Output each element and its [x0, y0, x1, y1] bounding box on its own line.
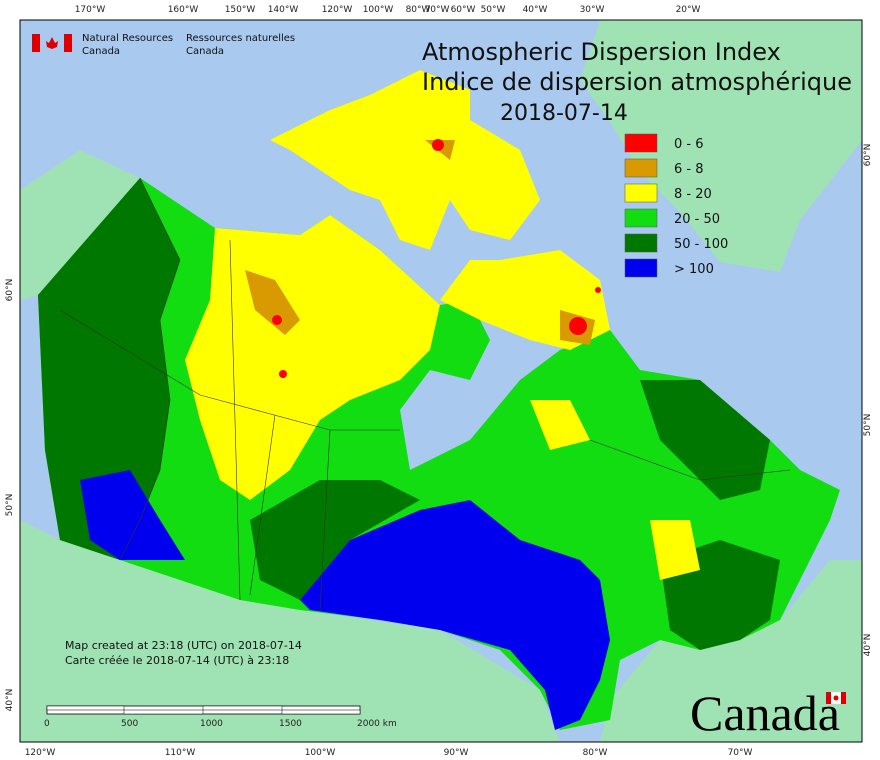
legend-swatch	[624, 208, 658, 228]
lon-label: 60°W	[451, 5, 476, 15]
zone-over-100	[80, 470, 610, 730]
graticule-labels: 170°W 160°W 150°W 140°W 120°W 100°W 80°W70°W 60…	[5, 5, 873, 758]
alaska	[20, 150, 140, 300]
legend-swatch	[624, 183, 658, 203]
lon-label: 80°W	[406, 5, 431, 15]
legend-label: 0 - 6	[674, 137, 704, 152]
lon-label: 50°W	[481, 5, 506, 15]
maple-leaf	[46, 37, 58, 49]
lat-label: 50°N	[863, 414, 873, 437]
lon-label: 110°W	[165, 748, 196, 758]
lon-label: 70°W	[728, 748, 753, 758]
legend-swatch	[624, 133, 658, 153]
credit-fr: Carte créée le 2018-07-14 (UTC) à 23:18	[65, 654, 289, 667]
border	[229, 239, 791, 611]
map	[19, 19, 863, 743]
lon-label: 100°W	[305, 748, 336, 758]
greenland	[580, 20, 862, 272]
map-frame	[19, 19, 863, 743]
boundaries	[59, 177, 791, 611]
lon-label: 140°W	[268, 5, 299, 15]
credit-en: Map created at 23:18 (UTC) on 2018-07-14	[65, 639, 302, 652]
agency-fr: Ressources naturelles	[186, 33, 295, 44]
lat-label: 50°N	[5, 494, 15, 517]
agency-fr: Canada	[186, 46, 224, 57]
flag-bar	[826, 692, 831, 704]
legend: 0 - 6 6 - 8 8 - 20 20 - 50 50 - 100 > 100	[624, 133, 728, 278]
agency-en: Canada	[82, 46, 120, 57]
lon-label: 70°W	[425, 5, 450, 15]
legend-swatch	[624, 158, 658, 178]
scale-label: 1000	[200, 719, 223, 729]
scale-bar: 0 500 1000 1500 2000 km	[44, 705, 397, 729]
lat-label: 60°N	[5, 279, 15, 302]
hotspot	[432, 139, 444, 151]
lat-label: 40°N	[5, 689, 15, 712]
title-fr: Indice de dispersion atmosphérique	[422, 68, 852, 96]
lon-label: 20°W	[676, 5, 701, 15]
scale-label: 500	[121, 719, 138, 729]
title-en: Atmospheric Dispersion Index	[422, 38, 781, 66]
wordmark: Canada	[690, 685, 840, 741]
hotspot	[569, 317, 587, 335]
lon-label: 30°W	[580, 5, 605, 15]
lon-label: 100°W	[363, 5, 394, 15]
legend-label: 50 - 100	[674, 237, 728, 252]
flag-bar	[32, 34, 40, 52]
hotspot	[272, 315, 282, 325]
scale-segment	[123, 709, 204, 715]
border	[119, 177, 181, 561]
lat-label: 60°N	[863, 144, 873, 167]
legend-label: 20 - 50	[674, 212, 720, 227]
lon-label: 120°W	[25, 748, 56, 758]
legend-swatch	[624, 233, 658, 253]
border	[59, 309, 400, 431]
flag-bar	[64, 34, 72, 52]
flag-bar	[841, 692, 846, 704]
maple-leaf	[833, 695, 839, 701]
neighbour-land	[20, 520, 862, 742]
legend-label: 8 - 20	[674, 187, 712, 202]
zone-0-6	[272, 139, 601, 378]
logo: Natural Resources Canada Ressources natu…	[32, 33, 295, 57]
title-date: 2018-07-14	[500, 101, 628, 126]
lon-label: 150°W	[225, 5, 256, 15]
scale-label: 1500	[279, 719, 302, 729]
lon-label: 40°W	[523, 5, 548, 15]
wordmark-flag	[825, 691, 847, 705]
scale-label: 0	[44, 719, 50, 729]
hotspot	[279, 370, 287, 378]
legend-label: > 100	[674, 262, 714, 277]
agency-en: Natural Resources	[82, 33, 173, 44]
zone-6-8	[245, 140, 595, 345]
scale-segment	[281, 709, 361, 715]
lon-label: 80°W	[583, 748, 608, 758]
lon-label: 120°W	[322, 5, 353, 15]
scale-label: 2000 km	[357, 719, 397, 729]
lon-label: 90°W	[444, 748, 469, 758]
zone-50-100	[38, 178, 780, 650]
legend-swatch	[624, 258, 658, 278]
legend-label: 6 - 8	[674, 162, 704, 177]
lon-label: 160°W	[168, 5, 199, 15]
lat-label: 40°N	[863, 634, 873, 657]
lon-label: 170°W	[75, 5, 106, 15]
hotspot	[595, 287, 601, 293]
scale-segment	[46, 705, 125, 711]
scale-segment	[202, 705, 283, 711]
